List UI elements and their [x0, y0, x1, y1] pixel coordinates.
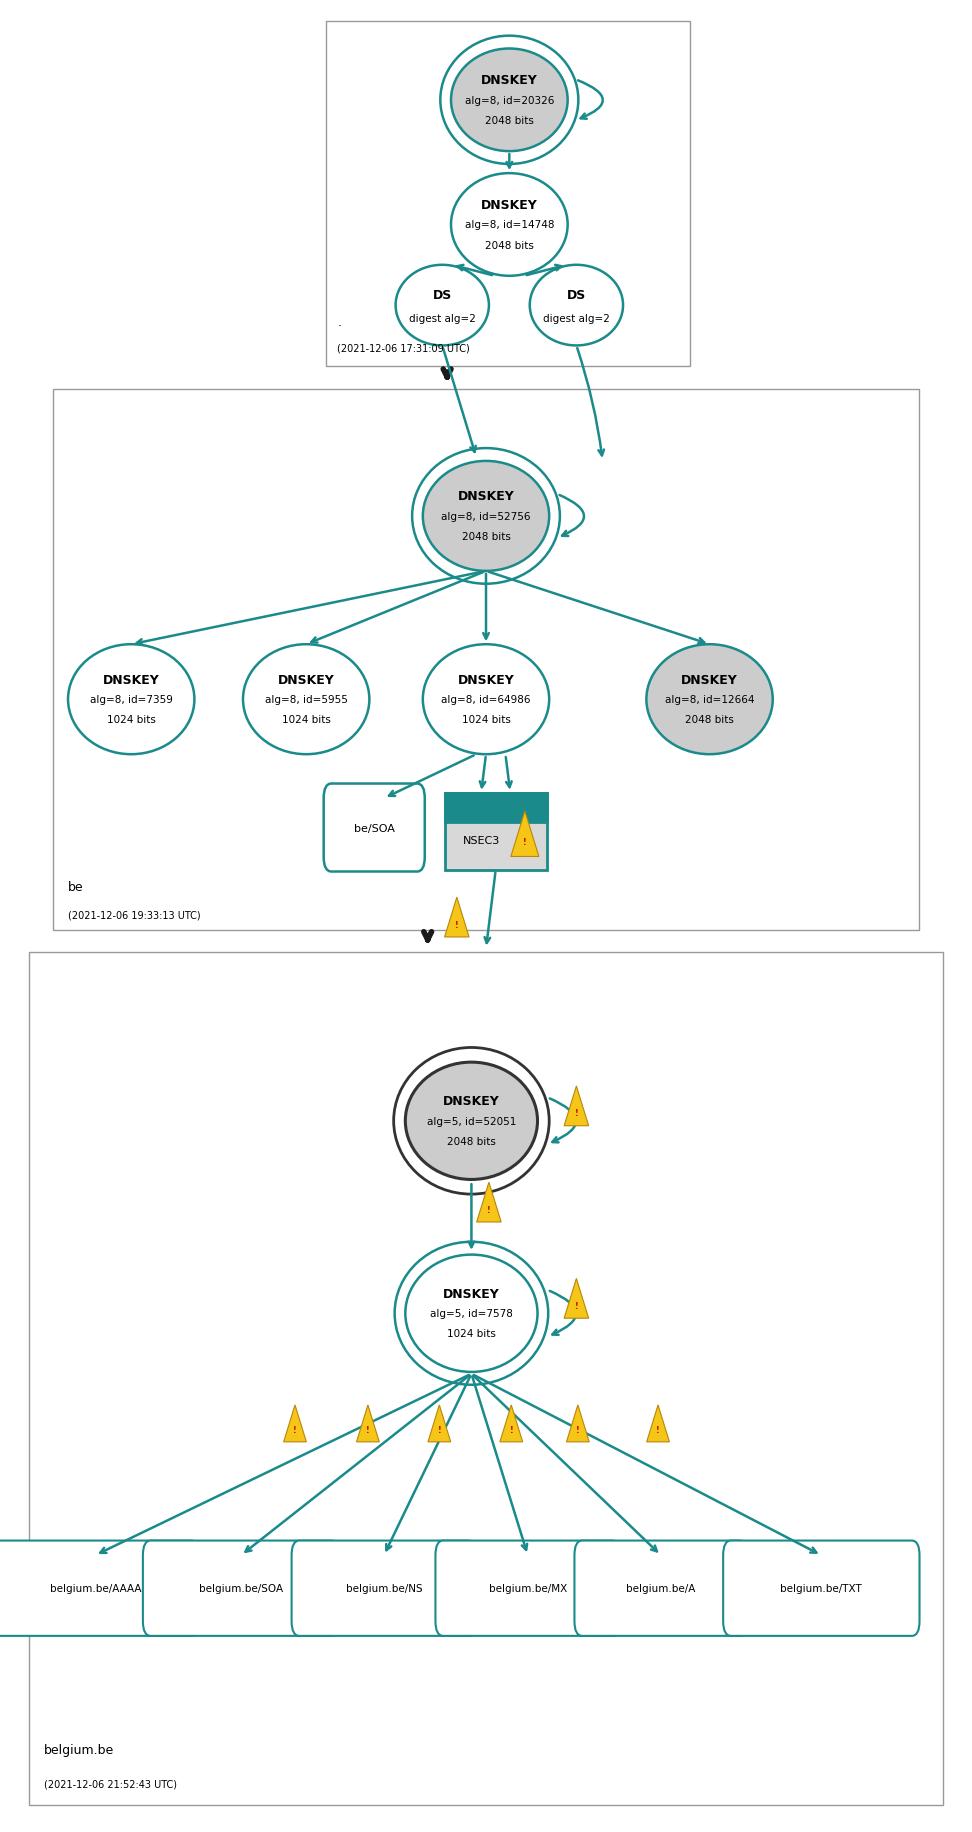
Ellipse shape: [451, 174, 568, 277]
Text: DNSKEY: DNSKEY: [458, 672, 514, 687]
Polygon shape: [567, 1405, 589, 1442]
Bar: [53, 390, 919, 931]
Ellipse shape: [68, 645, 194, 755]
FancyBboxPatch shape: [0, 1541, 199, 1636]
Text: digest alg=2: digest alg=2: [409, 313, 475, 324]
Text: !: !: [294, 1425, 296, 1434]
Text: DNSKEY: DNSKEY: [458, 489, 514, 504]
Text: DNSKEY: DNSKEY: [278, 672, 334, 687]
Text: DNSKEY: DNSKEY: [443, 1094, 500, 1108]
FancyBboxPatch shape: [435, 1541, 620, 1636]
Text: 1024 bits: 1024 bits: [282, 714, 330, 725]
Text: DS: DS: [433, 288, 452, 302]
Text: !: !: [656, 1425, 660, 1434]
Text: 2048 bits: 2048 bits: [485, 115, 534, 126]
Text: digest alg=2: digest alg=2: [543, 313, 609, 324]
Text: !: !: [576, 1425, 579, 1434]
Ellipse shape: [423, 462, 549, 572]
Text: belgium.be/SOA: belgium.be/SOA: [199, 1583, 283, 1594]
Text: DNSKEY: DNSKEY: [481, 73, 538, 88]
Text: belgium.be/TXT: belgium.be/TXT: [781, 1583, 862, 1594]
Text: DNSKEY: DNSKEY: [481, 198, 538, 213]
Text: 1024 bits: 1024 bits: [447, 1328, 496, 1339]
Polygon shape: [476, 1183, 502, 1222]
Text: alg=8, id=20326: alg=8, id=20326: [465, 95, 554, 106]
Text: alg=8, id=52756: alg=8, id=52756: [441, 511, 531, 522]
FancyBboxPatch shape: [324, 784, 425, 872]
Bar: [445, 793, 546, 823]
Text: !: !: [366, 1425, 369, 1434]
Text: belgium.be/MX: belgium.be/MX: [489, 1583, 567, 1594]
Text: !: !: [523, 837, 527, 846]
Text: !: !: [487, 1205, 491, 1215]
Ellipse shape: [451, 49, 568, 152]
Text: be/SOA: be/SOA: [354, 823, 395, 834]
Text: 1024 bits: 1024 bits: [462, 714, 510, 725]
Text: 1024 bits: 1024 bits: [107, 714, 156, 725]
Polygon shape: [646, 1405, 670, 1442]
Ellipse shape: [405, 1063, 538, 1180]
Ellipse shape: [530, 266, 623, 346]
Polygon shape: [564, 1279, 589, 1319]
Ellipse shape: [423, 645, 549, 755]
Text: DS: DS: [567, 288, 586, 302]
Polygon shape: [284, 1405, 306, 1442]
Text: .: .: [337, 317, 341, 330]
Bar: [326, 22, 690, 366]
Text: !: !: [437, 1425, 441, 1434]
Text: !: !: [574, 1108, 578, 1118]
FancyBboxPatch shape: [143, 1541, 339, 1636]
Bar: [445, 793, 546, 870]
Text: DNSKEY: DNSKEY: [681, 672, 738, 687]
Text: !: !: [509, 1425, 513, 1434]
Text: DNSKEY: DNSKEY: [443, 1286, 500, 1301]
FancyBboxPatch shape: [723, 1541, 920, 1636]
Ellipse shape: [243, 645, 369, 755]
Polygon shape: [500, 1405, 523, 1442]
Polygon shape: [444, 898, 469, 938]
Text: alg=8, id=7359: alg=8, id=7359: [89, 694, 173, 705]
Text: be: be: [68, 881, 84, 894]
Text: alg=8, id=12664: alg=8, id=12664: [665, 694, 754, 705]
Ellipse shape: [646, 645, 773, 755]
Bar: [29, 953, 943, 1805]
Polygon shape: [357, 1405, 379, 1442]
Text: alg=5, id=52051: alg=5, id=52051: [427, 1116, 516, 1127]
Text: belgium.be/NS: belgium.be/NS: [346, 1583, 422, 1594]
FancyBboxPatch shape: [574, 1541, 747, 1636]
FancyBboxPatch shape: [292, 1541, 476, 1636]
Text: 2048 bits: 2048 bits: [447, 1136, 496, 1147]
Text: 2048 bits: 2048 bits: [485, 240, 534, 251]
Text: belgium.be/AAAA: belgium.be/AAAA: [50, 1583, 141, 1594]
Text: NSEC3: NSEC3: [463, 835, 500, 846]
Text: (2021-12-06 21:52:43 UTC): (2021-12-06 21:52:43 UTC): [44, 1779, 177, 1788]
Ellipse shape: [405, 1255, 538, 1372]
Text: !: !: [455, 920, 459, 929]
Text: alg=5, id=7578: alg=5, id=7578: [430, 1308, 513, 1319]
Text: alg=8, id=64986: alg=8, id=64986: [441, 694, 531, 705]
Polygon shape: [511, 812, 538, 857]
Text: 2048 bits: 2048 bits: [685, 714, 734, 725]
Polygon shape: [428, 1405, 451, 1442]
Text: belgium.be: belgium.be: [44, 1744, 114, 1757]
Text: belgium.be/A: belgium.be/A: [626, 1583, 696, 1594]
Ellipse shape: [396, 266, 489, 346]
Text: (2021-12-06 19:33:13 UTC): (2021-12-06 19:33:13 UTC): [68, 911, 200, 920]
Text: alg=8, id=14748: alg=8, id=14748: [465, 220, 554, 231]
Text: DNSKEY: DNSKEY: [103, 672, 159, 687]
Text: alg=8, id=5955: alg=8, id=5955: [264, 694, 348, 705]
Polygon shape: [564, 1086, 589, 1127]
Text: !: !: [574, 1301, 578, 1310]
Text: (2021-12-06 17:31:09 UTC): (2021-12-06 17:31:09 UTC): [337, 344, 470, 354]
Text: 2048 bits: 2048 bits: [462, 531, 510, 542]
